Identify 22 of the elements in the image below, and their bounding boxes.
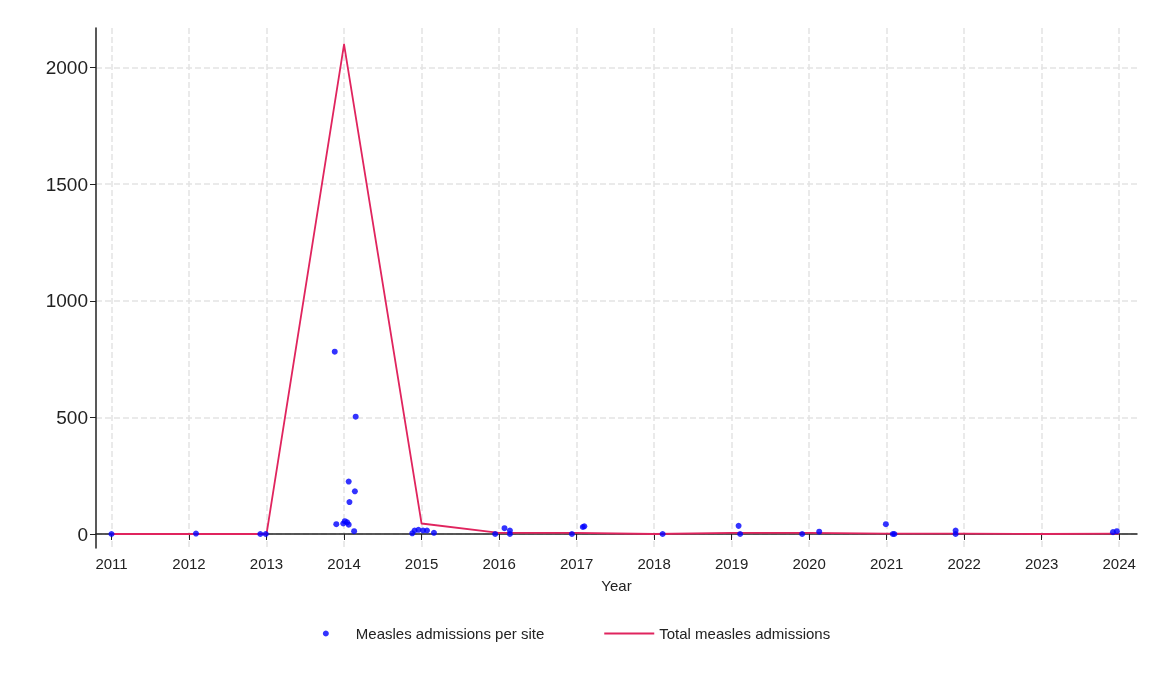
x-tick-label: 2021	[869, 555, 904, 572]
y-tick-label: 0	[77, 523, 88, 545]
x-tick-label: 2012	[172, 555, 206, 572]
x-tick-label: 2020	[792, 555, 826, 572]
x-tick-label: 2014	[327, 555, 361, 572]
x-tick-label: 2017	[559, 555, 594, 572]
x-tick-label: 2015	[404, 555, 439, 572]
legend-label: Measles admissions per site	[355, 625, 545, 642]
x-tick-label: 2016	[482, 555, 516, 572]
x-tick-label: 2024	[1102, 555, 1136, 572]
x-tick-label: 2022	[947, 555, 981, 572]
x-tick-label: 2023	[1024, 555, 1059, 572]
x-tick-label: 2019	[714, 555, 749, 572]
x-axis-title: Year	[601, 577, 632, 594]
y-tick-label: 2000	[45, 57, 88, 79]
x-tick-label: 2011	[95, 555, 128, 572]
legend-label: Total measles admissions	[659, 625, 831, 642]
y-tick-label: 1000	[45, 290, 88, 312]
x-tick-label: 2013	[249, 555, 284, 572]
y-tick-label: 500	[56, 406, 88, 428]
y-tick-label: 1500	[45, 173, 88, 195]
x-tick-label: 2018	[637, 555, 671, 572]
